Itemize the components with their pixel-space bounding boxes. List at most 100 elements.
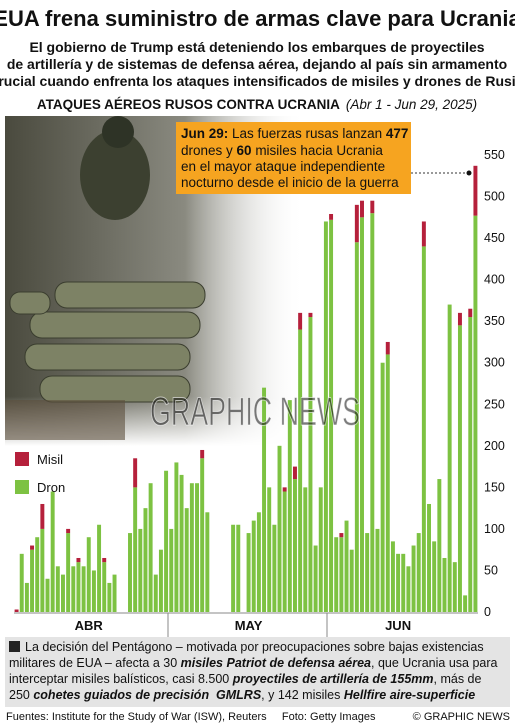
bar-segment xyxy=(205,512,210,612)
bar-segment xyxy=(35,537,40,612)
bar-segment xyxy=(91,570,96,612)
bar-segment xyxy=(344,520,349,612)
bar-segment xyxy=(360,217,364,612)
annotation-text: 60 xyxy=(237,143,252,158)
annotation: Jun 29: Las fuerzas rusas lanzan 477 dro… xyxy=(176,122,472,194)
y-tick-label: 550 xyxy=(484,148,505,162)
footer-text: La decisión del Pentágono – motivada por… xyxy=(25,640,484,654)
bar-segment xyxy=(323,221,328,613)
bar-segment xyxy=(473,165,478,216)
bar-segment xyxy=(421,221,426,247)
bar-segment xyxy=(468,308,473,318)
bar-segment xyxy=(102,557,107,563)
bar-segment xyxy=(30,549,35,612)
bar-segment xyxy=(329,213,334,220)
bar-segment xyxy=(133,458,138,488)
bar-segment xyxy=(128,533,132,612)
bar-segment xyxy=(40,528,45,612)
bar-segment xyxy=(81,566,86,612)
bar-segment xyxy=(406,566,411,612)
chart-title: ATAQUES AÉREOS RUSOS CONTRA UCRANIA xyxy=(37,97,340,112)
y-tick-label: 250 xyxy=(484,397,505,411)
bar-segment xyxy=(385,341,390,355)
bar-segment xyxy=(390,541,395,612)
bar-segment xyxy=(19,553,24,612)
y-tick-label: 450 xyxy=(484,231,505,245)
footer-note: La decisión del Pentágono – motivada por… xyxy=(5,637,510,707)
bar-segment xyxy=(200,458,205,612)
bar-segment xyxy=(457,325,462,612)
bar-segment xyxy=(293,479,297,612)
bar-segment xyxy=(308,312,313,318)
annotation-text: Jun 29: xyxy=(181,126,228,141)
bar-segment xyxy=(375,528,380,612)
bar-segment xyxy=(298,312,303,330)
bar-segment xyxy=(138,528,143,612)
legend-swatch xyxy=(15,480,29,494)
bar-segment xyxy=(179,474,184,612)
bar-segment xyxy=(401,553,406,612)
footer-text: , que Ucrania usa para xyxy=(371,656,498,670)
bar-segment xyxy=(262,387,267,612)
bar-segment xyxy=(442,557,447,612)
bar-segment xyxy=(102,562,107,612)
bar-segment xyxy=(421,246,426,612)
bar-segment xyxy=(158,549,163,612)
subtitle: El gobierno de Trump está deteniendo los… xyxy=(29,39,484,55)
footer-text: 250 xyxy=(9,688,33,702)
bar-segment xyxy=(277,445,282,612)
bar-segment xyxy=(236,524,241,612)
footer-text: interceptar misiles balísticos, casi 8.5… xyxy=(9,672,482,686)
bar-segment xyxy=(153,574,158,612)
bar-segment xyxy=(71,566,76,612)
footer-text: interceptar misiles balísticos, casi 8.5… xyxy=(9,672,233,686)
footer-text: misiles Patriot de defensa aérea xyxy=(181,656,371,670)
bar-segment xyxy=(267,487,272,612)
bar-segment xyxy=(148,483,153,612)
x-tick-label: MAY xyxy=(235,618,263,633)
bar-segment xyxy=(251,520,256,612)
bar-segment xyxy=(354,204,359,243)
bar-segment xyxy=(303,487,308,612)
bar-segment xyxy=(107,582,112,612)
bar-segment xyxy=(463,595,468,612)
y-tick-label: 500 xyxy=(484,190,505,204)
bar-segment xyxy=(169,528,174,612)
footer-text: , más de xyxy=(434,672,482,686)
bar-segment xyxy=(200,449,205,459)
footer-text: militares de EUA – afecta a 30 xyxy=(9,656,181,670)
footer-text: , y 142 misiles xyxy=(261,688,344,702)
subtitle: crucial cuando enfrenta los ataques inte… xyxy=(0,73,515,89)
bar-segment xyxy=(334,537,339,612)
bar-segment xyxy=(411,545,416,612)
bar-segment xyxy=(256,512,261,612)
bar-segment xyxy=(30,545,35,550)
chart-subtitle: (Abr 1 - Jun 29, 2025) xyxy=(346,97,477,112)
footer-text: proyectiles de artillería de 155mm xyxy=(232,672,434,686)
bar-segment xyxy=(195,483,199,612)
legend: Misil Dron xyxy=(15,452,65,495)
bar-segment xyxy=(447,304,452,612)
bar-segment xyxy=(437,479,442,612)
annotation-text: drones y 60 misiles hacia Ucrania xyxy=(181,143,383,158)
bar-segment xyxy=(55,566,60,612)
bar-segment xyxy=(282,487,287,492)
bar-segment xyxy=(380,362,385,612)
bar-segment xyxy=(246,533,251,612)
bar-segment xyxy=(313,545,318,612)
footer-text: cohetes guiados de precisión GMLRS xyxy=(33,688,261,702)
bar-segment xyxy=(61,574,65,612)
bar-segment xyxy=(40,503,45,529)
annotation-text: nocturno desde el inicio de la guerra xyxy=(181,175,399,190)
bar-segment xyxy=(416,533,421,612)
bar-segment xyxy=(308,317,313,612)
credit: © GRAPHIC NEWS xyxy=(413,711,510,723)
bar-segment xyxy=(370,213,375,612)
watermark: GRAPHIC NEWS xyxy=(150,390,360,434)
bar-segment xyxy=(66,528,71,534)
subtitle: de artillería y de sistemas de defensa a… xyxy=(7,56,507,72)
bar-segment xyxy=(76,557,81,563)
bar-segment xyxy=(452,562,457,612)
bar-segment xyxy=(112,574,117,612)
